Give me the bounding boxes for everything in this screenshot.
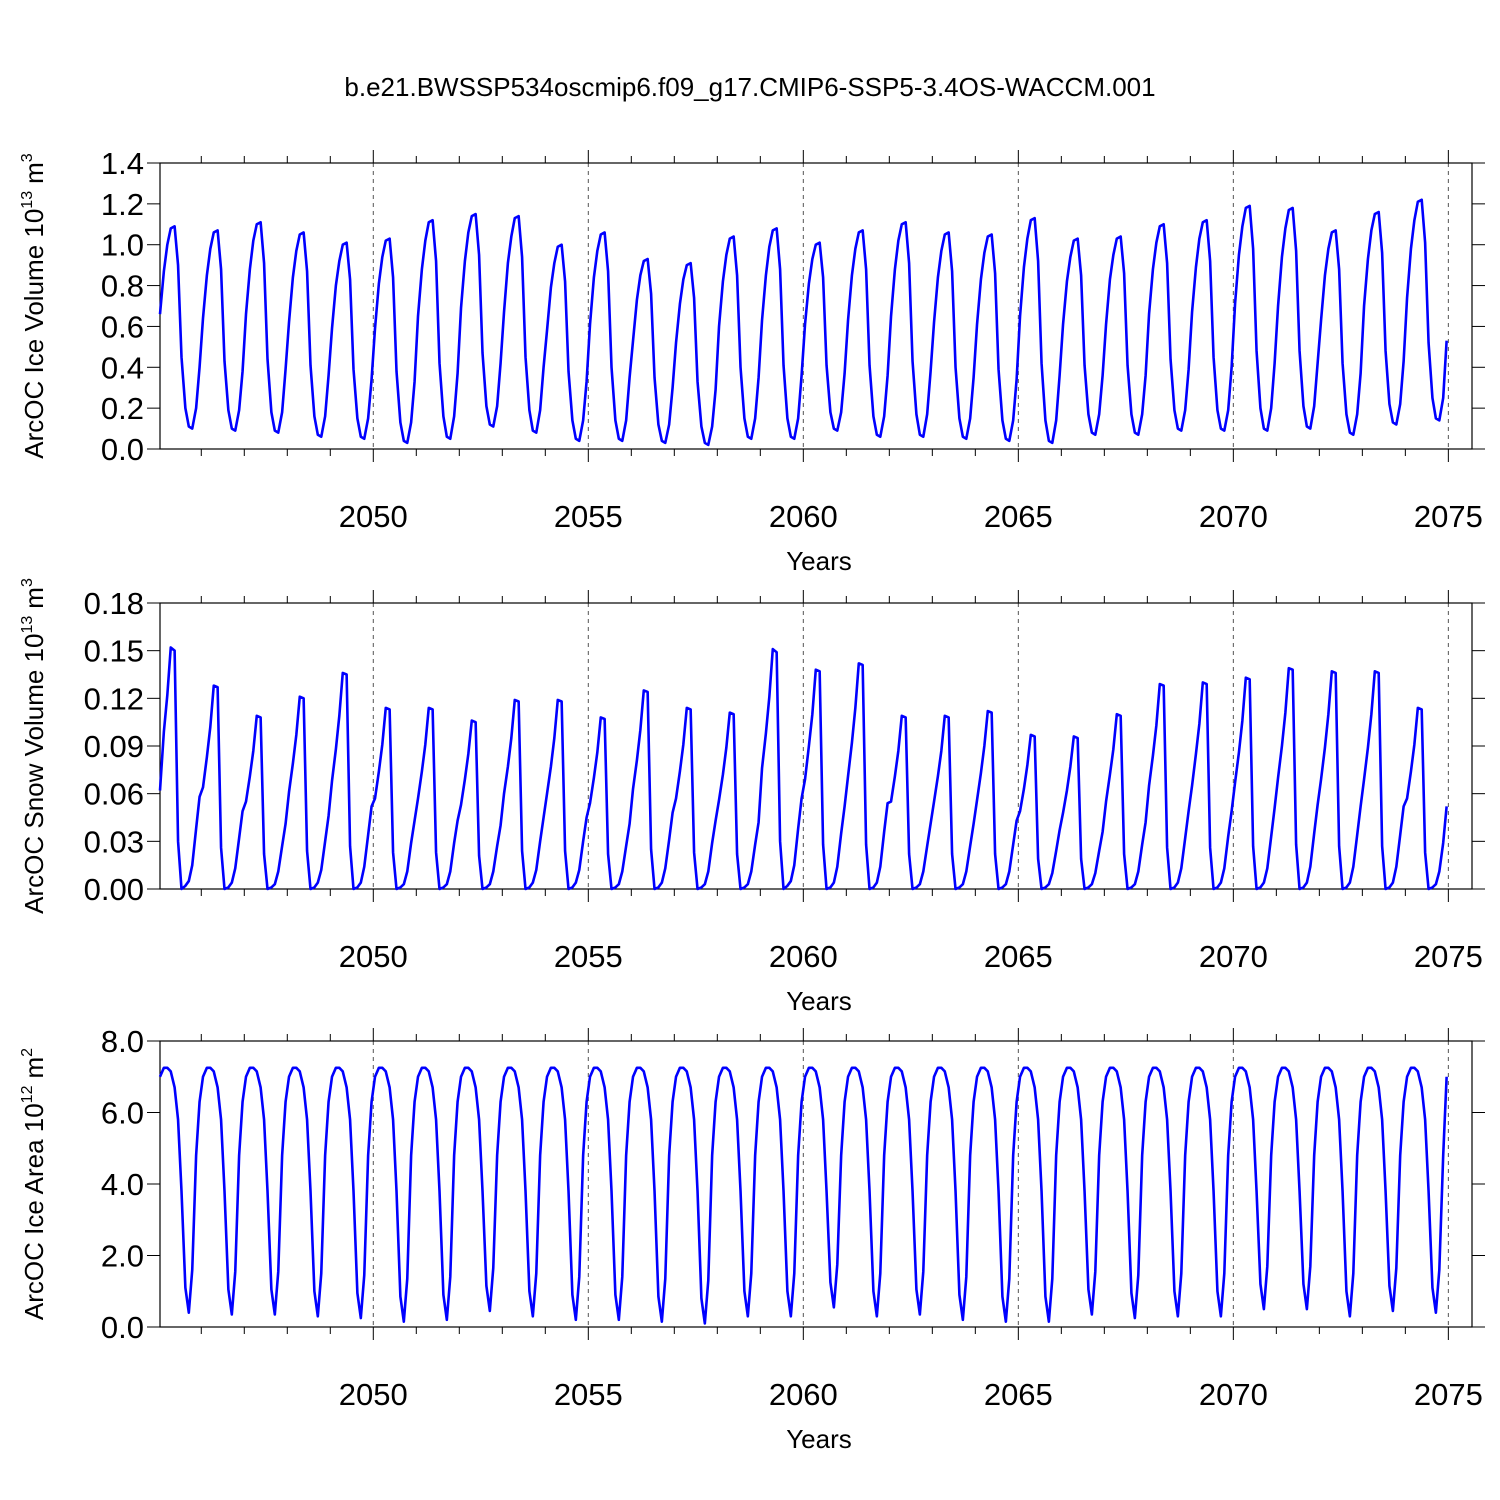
x-axis-label: Years (786, 546, 852, 576)
x-tick-label: 2055 (554, 1377, 623, 1412)
x-tick-label: 2055 (554, 939, 623, 974)
y-tick-label: 0.8 (101, 269, 144, 304)
plot-frame (159, 1040, 1473, 1328)
y-axis-label-part: m (19, 587, 49, 609)
y-tick-label: 0.03 (84, 824, 144, 859)
panel: 2050 2055 2060 2065 2070 2075 0.00 0.03 0.06 0.09… (19, 578, 1485, 1016)
y-tick-label: 0.4 (101, 350, 144, 385)
x-tick-label: 2070 (1199, 939, 1268, 974)
y-axis-label-part: m (19, 1057, 49, 1079)
y-axis-label-exponent: 12 (19, 1085, 36, 1103)
plot-frame (159, 602, 1473, 890)
y-tick-label: 0.0 (101, 432, 144, 467)
x-tick-label: 2050 (339, 499, 408, 534)
panel: 2050 2055 2060 2065 2070 2075 0.0 0.2 0.4 0.6 0.8 1… (19, 146, 1485, 576)
data-line (158, 646, 1448, 891)
y-tick-label: 0.15 (84, 634, 144, 669)
y-tick-label: 4.0 (101, 1167, 144, 1202)
y-axis-label-part: m (19, 162, 49, 184)
panel: 2050 2055 2060 2065 2070 2075 0.0 2.0 4.0 6.0 8.0 Y… (19, 1024, 1485, 1454)
y-axis-label: ArcOC Ice Volume 1013 m3 (19, 153, 49, 458)
y-axis-label-part: ArcOC Ice Volume 10 (19, 209, 49, 459)
x-tick-label: 2050 (339, 939, 408, 974)
x-tick-label: 2065 (984, 499, 1053, 534)
x-tick-label: 2065 (984, 939, 1053, 974)
y-tick-label: 0.00 (84, 872, 144, 907)
x-tick-label: 2065 (984, 1377, 1053, 1412)
y-axis-label-exponent: 3 (19, 153, 36, 162)
y-tick-label: 0.6 (101, 309, 144, 344)
y-tick-label: 0.09 (84, 729, 144, 764)
x-tick-label: 2075 (1414, 939, 1483, 974)
y-axis-label-exponent: 13 (19, 191, 36, 209)
y-tick-label: 0.2 (101, 391, 144, 426)
y-tick-label: 8.0 (101, 1024, 144, 1059)
y-axis-label-part: ArcOC Ice Area 10 (19, 1103, 49, 1320)
y-axis-label-exponent: 13 (19, 616, 36, 634)
data-line (158, 1066, 1448, 1325)
y-tick-label: 1.4 (101, 146, 144, 181)
y-tick-label: 1.2 (101, 187, 144, 222)
chart-title: b.e21.BWSSP534oscmip6.f09_g17.CMIP6-SSP5… (344, 72, 1155, 102)
y-axis-label: ArcOC Ice Area 1012 m2 (19, 1048, 49, 1320)
x-tick-label: 2060 (769, 499, 838, 534)
x-tick-label: 2055 (554, 499, 623, 534)
y-tick-label: 0.18 (84, 586, 144, 621)
y-axis-label-exponent: 3 (19, 578, 36, 587)
x-tick-label: 2060 (769, 1377, 838, 1412)
x-tick-label: 2075 (1414, 499, 1483, 534)
x-tick-label: 2070 (1199, 1377, 1268, 1412)
y-tick-label: 2.0 (101, 1239, 144, 1274)
data-line (158, 198, 1448, 447)
x-axis-label: Years (786, 986, 852, 1016)
y-tick-label: 0.0 (101, 1310, 144, 1345)
x-tick-label: 2060 (769, 939, 838, 974)
y-tick-label: 6.0 (101, 1096, 144, 1131)
x-tick-label: 2070 (1199, 499, 1268, 534)
x-tick-label: 2075 (1414, 1377, 1483, 1412)
y-tick-label: 1.0 (101, 228, 144, 263)
x-tick-label: 2050 (339, 1377, 408, 1412)
x-axis-label: Years (786, 1424, 852, 1454)
y-axis-label-part: ArcOC Snow Volume 10 (19, 634, 49, 914)
y-tick-label: 0.12 (84, 681, 144, 716)
y-axis-label-exponent: 2 (19, 1048, 36, 1057)
y-tick-label: 0.06 (84, 777, 144, 812)
y-axis-label: ArcOC Snow Volume 1013 m3 (19, 578, 49, 914)
